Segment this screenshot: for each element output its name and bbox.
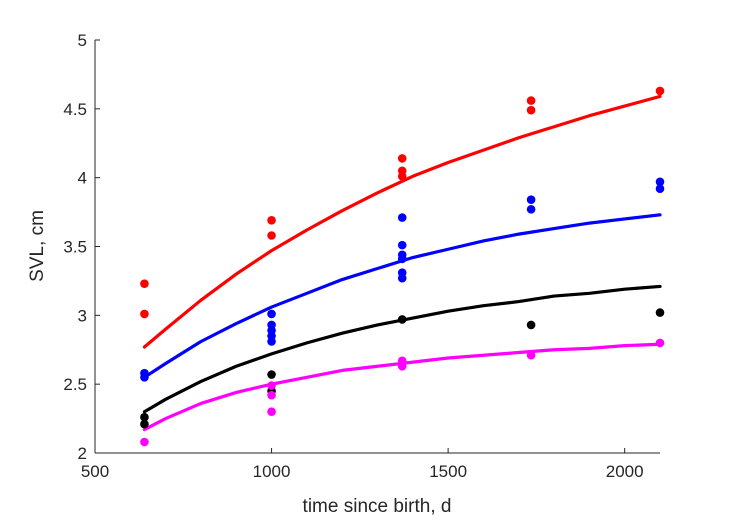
data-point: [140, 309, 149, 319]
data-point: [267, 407, 276, 417]
x-tick-label: 2000: [606, 462, 644, 481]
data-point: [655, 86, 665, 96]
data-point: [140, 437, 149, 447]
data-point: [397, 315, 407, 324]
data-point: [655, 338, 665, 348]
data-point: [655, 184, 665, 193]
data-point: [526, 350, 536, 360]
x-tick-label: 500: [81, 462, 109, 481]
data-point: [397, 361, 407, 371]
y-tick-label: 2.5: [63, 375, 87, 394]
data-point: [267, 216, 276, 225]
y-tick-label: 4.5: [63, 100, 87, 119]
data-point: [655, 308, 665, 317]
data-point: [397, 213, 407, 222]
y-tick-label: 5: [78, 31, 87, 50]
x-axis-label: time since birth, d: [303, 496, 452, 517]
x-tick-label: 1500: [429, 462, 467, 481]
x-ticks: 500 1000 1500 2000: [81, 448, 644, 481]
data-point: [140, 412, 149, 422]
data-point: [397, 154, 407, 163]
data-point: [140, 279, 149, 288]
fit-curve: [142, 342, 662, 432]
data-point: [397, 273, 407, 283]
data-points: [140, 86, 665, 447]
data-point: [397, 171, 407, 181]
y-axis-label: SVL, cm: [27, 210, 48, 282]
y-ticks: 2 2.5 3 3.5 4 4.5 5: [63, 31, 100, 463]
data-point: [267, 231, 276, 240]
data-point: [397, 254, 407, 264]
data-point: [267, 309, 276, 319]
y-tick-label: 3.5: [63, 238, 87, 257]
data-point: [140, 419, 149, 429]
fit-curve: [142, 284, 662, 414]
data-point: [655, 177, 665, 187]
y-tick-label: 2: [78, 444, 87, 463]
data-point: [140, 372, 149, 382]
data-point: [267, 381, 276, 390]
data-point: [526, 205, 536, 214]
y-tick-label: 3: [78, 306, 87, 325]
data-point: [267, 370, 276, 379]
fit-curve: [142, 213, 662, 379]
fit-curve: [142, 94, 662, 349]
data-point: [526, 320, 536, 330]
data-point: [267, 390, 276, 400]
data-point: [526, 105, 536, 115]
fit-curves: [142, 94, 662, 432]
x-tick-label: 1000: [253, 462, 291, 481]
data-point: [526, 96, 536, 105]
data-point: [526, 195, 536, 204]
y-tick-label: 4: [78, 169, 87, 188]
data-point: [267, 337, 276, 346]
plot-area: 500 1000 1500 2000 2 2.5 3 3.5 4 4.5 5: [63, 31, 665, 481]
data-point: [397, 240, 407, 250]
